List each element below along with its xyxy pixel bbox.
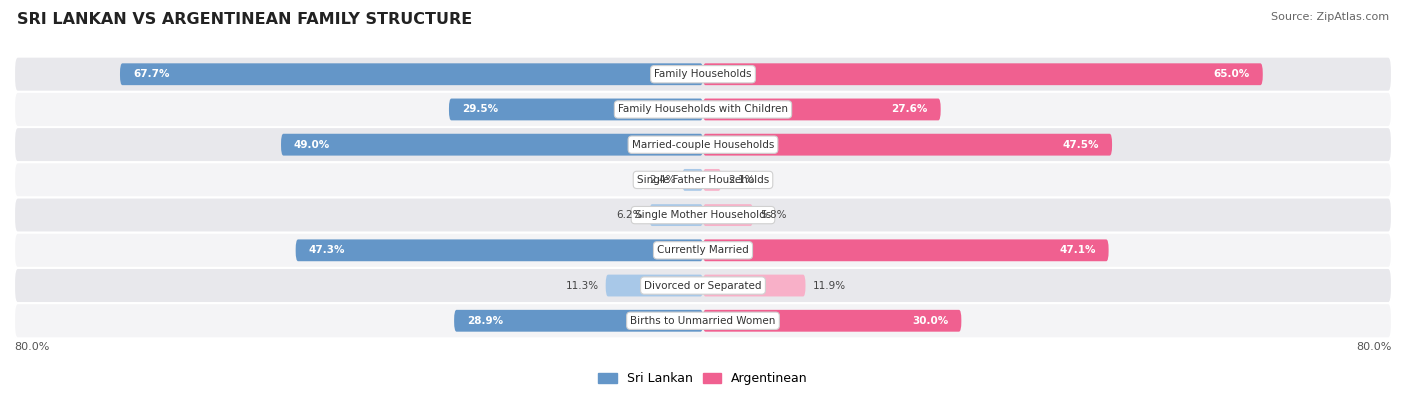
FancyBboxPatch shape (454, 310, 703, 332)
Text: 2.1%: 2.1% (728, 175, 755, 185)
FancyBboxPatch shape (449, 98, 703, 120)
FancyBboxPatch shape (703, 63, 1263, 85)
Text: Single Father Households: Single Father Households (637, 175, 769, 185)
Text: 67.7%: 67.7% (134, 69, 169, 79)
FancyBboxPatch shape (703, 169, 721, 191)
Text: SRI LANKAN VS ARGENTINEAN FAMILY STRUCTURE: SRI LANKAN VS ARGENTINEAN FAMILY STRUCTU… (17, 12, 472, 27)
FancyBboxPatch shape (14, 303, 1392, 339)
FancyBboxPatch shape (606, 275, 703, 297)
Text: Currently Married: Currently Married (657, 245, 749, 255)
Text: Divorced or Separated: Divorced or Separated (644, 280, 762, 291)
FancyBboxPatch shape (14, 233, 1392, 268)
FancyBboxPatch shape (295, 239, 703, 261)
Text: 28.9%: 28.9% (467, 316, 503, 326)
Text: 80.0%: 80.0% (1357, 342, 1392, 352)
FancyBboxPatch shape (120, 63, 703, 85)
FancyBboxPatch shape (14, 198, 1392, 233)
FancyBboxPatch shape (650, 204, 703, 226)
Legend: Sri Lankan, Argentinean: Sri Lankan, Argentinean (593, 367, 813, 390)
FancyBboxPatch shape (14, 268, 1392, 303)
Text: 49.0%: 49.0% (294, 140, 330, 150)
FancyBboxPatch shape (703, 134, 1112, 156)
Text: 5.8%: 5.8% (759, 210, 786, 220)
Text: 11.9%: 11.9% (813, 280, 845, 291)
Text: 27.6%: 27.6% (891, 104, 928, 115)
Text: 2.4%: 2.4% (650, 175, 675, 185)
FancyBboxPatch shape (703, 310, 962, 332)
FancyBboxPatch shape (14, 162, 1392, 198)
Text: 47.1%: 47.1% (1059, 245, 1095, 255)
Text: 11.3%: 11.3% (565, 280, 599, 291)
Text: 47.3%: 47.3% (308, 245, 344, 255)
Text: 65.0%: 65.0% (1213, 69, 1250, 79)
Text: Single Mother Households: Single Mother Households (636, 210, 770, 220)
FancyBboxPatch shape (703, 204, 754, 226)
Text: 47.5%: 47.5% (1063, 140, 1099, 150)
Text: Source: ZipAtlas.com: Source: ZipAtlas.com (1271, 12, 1389, 22)
FancyBboxPatch shape (281, 134, 703, 156)
Text: Family Households: Family Households (654, 69, 752, 79)
FancyBboxPatch shape (14, 56, 1392, 92)
FancyBboxPatch shape (703, 275, 806, 297)
FancyBboxPatch shape (682, 169, 703, 191)
Text: 6.2%: 6.2% (616, 210, 643, 220)
Text: 29.5%: 29.5% (461, 104, 498, 115)
FancyBboxPatch shape (14, 127, 1392, 162)
Text: 30.0%: 30.0% (912, 316, 949, 326)
Text: 80.0%: 80.0% (14, 342, 49, 352)
FancyBboxPatch shape (703, 98, 941, 120)
FancyBboxPatch shape (703, 239, 1108, 261)
FancyBboxPatch shape (14, 92, 1392, 127)
Text: Family Households with Children: Family Households with Children (619, 104, 787, 115)
Text: Births to Unmarried Women: Births to Unmarried Women (630, 316, 776, 326)
Text: Married-couple Households: Married-couple Households (631, 140, 775, 150)
